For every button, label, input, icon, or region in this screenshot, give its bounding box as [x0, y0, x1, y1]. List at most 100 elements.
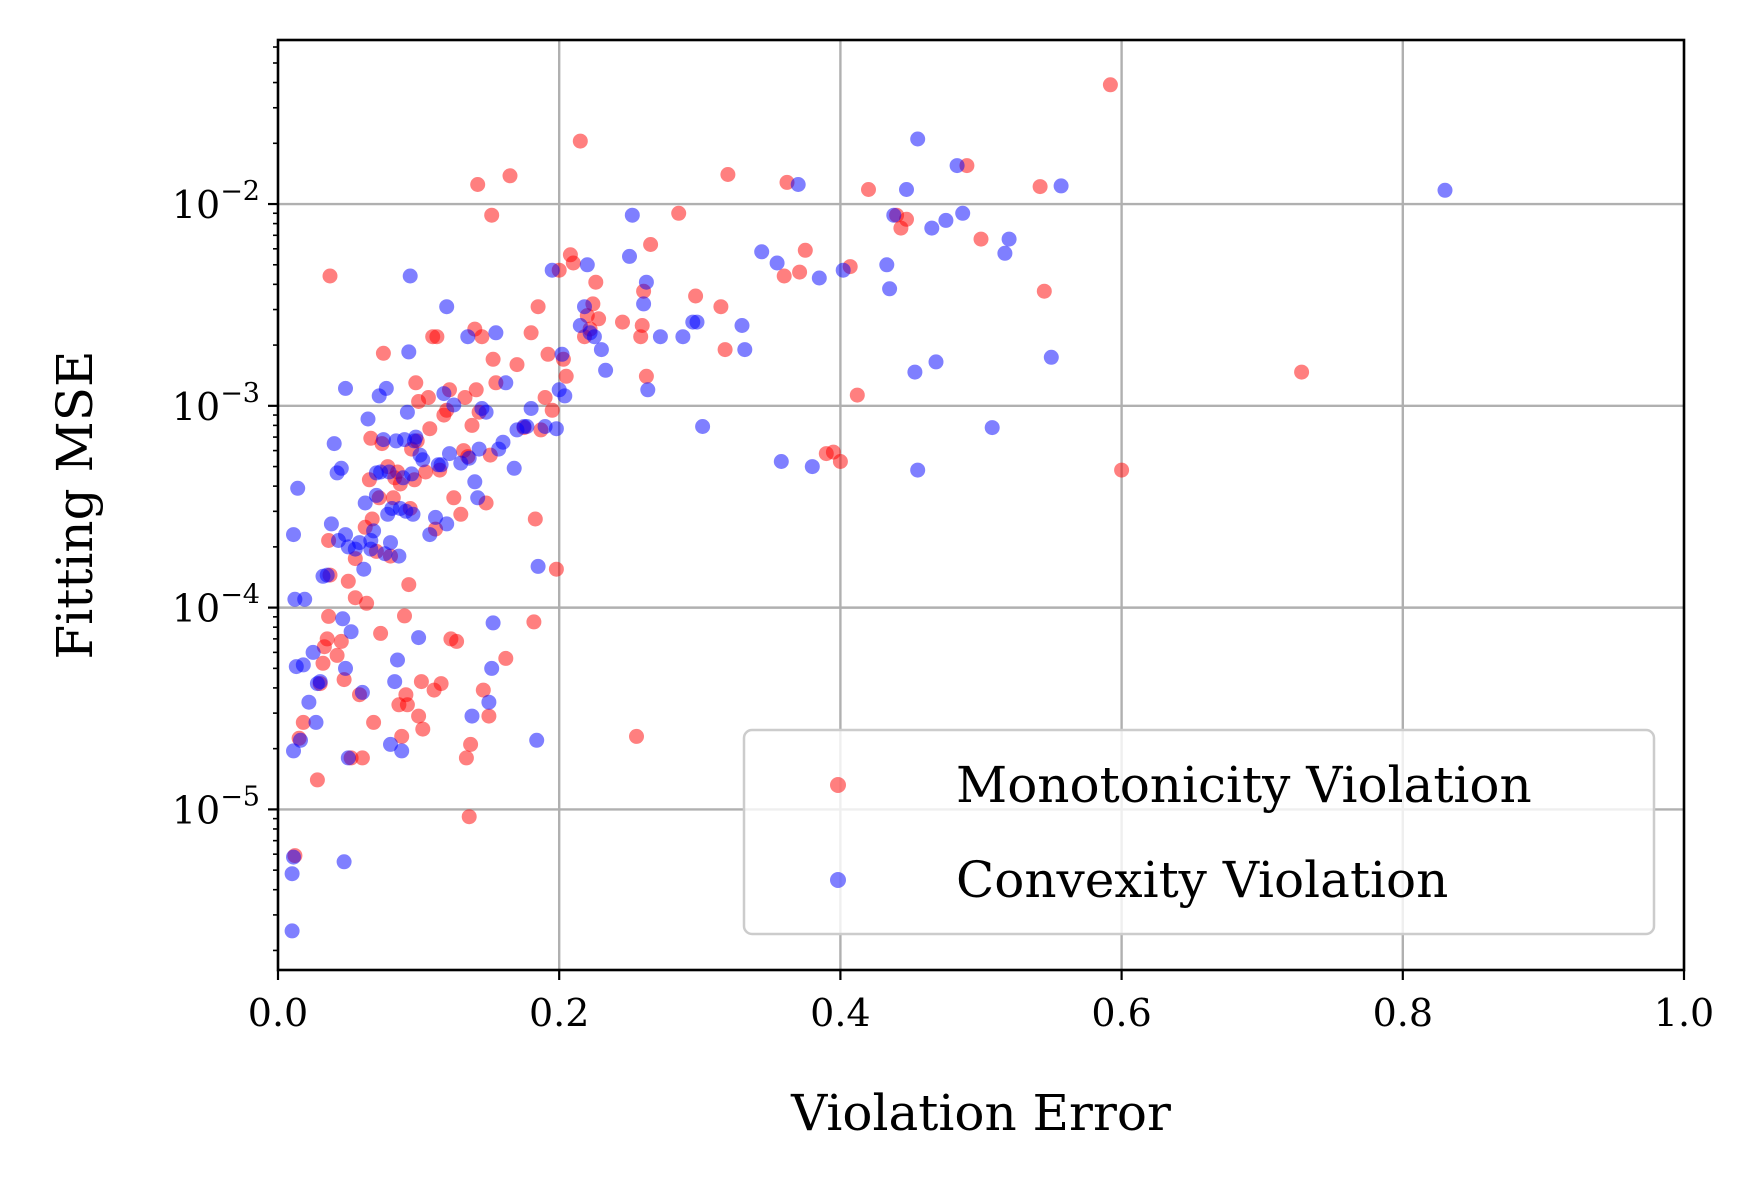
y-tick-base: 10: [172, 587, 220, 631]
data-point: [484, 207, 500, 223]
data-point: [598, 362, 614, 378]
grid-lines: [278, 40, 1684, 970]
data-point: [461, 809, 477, 825]
data-point: [470, 177, 486, 192]
data-point: [415, 452, 431, 468]
data-point: [383, 535, 398, 551]
data-point: [629, 728, 644, 744]
data-point: [498, 650, 514, 666]
data-point: [1114, 462, 1130, 478]
data-point: [652, 329, 668, 345]
data-point: [622, 248, 637, 264]
data-point: [634, 318, 650, 333]
data-point: [378, 380, 394, 396]
data-point: [530, 299, 546, 315]
data-point: [769, 255, 785, 271]
data-point: [315, 655, 331, 671]
data-point: [519, 419, 535, 434]
legend-marker-monotonicity: [830, 777, 846, 793]
data-point: [973, 231, 989, 247]
data-point: [713, 299, 729, 315]
data-point: [615, 314, 630, 330]
data-point: [352, 535, 367, 551]
data-point: [811, 270, 827, 286]
data-point: [446, 397, 462, 413]
data-points: [284, 77, 1453, 939]
data-point: [636, 296, 652, 312]
data-point: [457, 390, 473, 405]
data-point: [336, 672, 352, 688]
legend-marker-convexity: [830, 872, 846, 888]
data-point: [475, 682, 491, 698]
data-point: [326, 436, 342, 452]
data-point: [540, 346, 556, 362]
data-point: [446, 490, 462, 506]
data-point: [422, 421, 438, 437]
data-point: [544, 402, 560, 418]
data-point: [397, 608, 412, 624]
data-point: [548, 421, 564, 437]
data-point: [295, 657, 311, 673]
data-point: [530, 558, 546, 574]
data-point: [338, 380, 353, 396]
data-point: [394, 743, 410, 759]
data-point: [301, 694, 317, 710]
data-point: [790, 177, 806, 192]
data-point: [439, 516, 455, 532]
y-tick-exponent: −4: [220, 580, 260, 611]
data-point: [886, 207, 902, 223]
data-point: [481, 694, 497, 710]
data-point: [478, 404, 494, 420]
data-point: [1032, 179, 1048, 195]
data-point: [464, 708, 480, 724]
x-tick-label: 0.6: [1091, 991, 1151, 1035]
data-point: [882, 281, 898, 297]
data-point: [548, 561, 564, 577]
data-point: [383, 736, 398, 752]
data-point: [688, 288, 704, 304]
data-point: [408, 429, 424, 445]
data-point: [354, 750, 370, 766]
data-point: [453, 506, 469, 522]
data-point: [577, 299, 592, 315]
data-point: [591, 311, 607, 327]
data-point: [586, 329, 602, 345]
data-point: [295, 714, 311, 730]
data-point: [955, 205, 971, 221]
data-point: [360, 411, 376, 427]
y-tick-label: 10−3: [172, 378, 260, 429]
data-point: [415, 721, 431, 737]
data-point: [523, 325, 539, 341]
data-point: [899, 211, 914, 227]
data-point: [347, 590, 363, 606]
data-point: [498, 375, 514, 391]
data-point: [1036, 283, 1052, 299]
data-point: [832, 454, 848, 469]
data-point: [938, 212, 954, 228]
y-axis-label: Fitting MSE: [46, 351, 104, 660]
data-point: [366, 714, 382, 730]
data-point: [381, 464, 397, 480]
x-tick-label: 1.0: [1654, 991, 1714, 1035]
data-point: [523, 401, 539, 416]
data-point: [321, 608, 337, 624]
data-point: [689, 314, 705, 330]
data-point: [557, 388, 573, 404]
data-point: [433, 676, 449, 692]
data-point: [558, 368, 574, 384]
data-point: [737, 342, 753, 358]
data-point: [638, 274, 654, 290]
y-tick-exponent: −3: [220, 378, 260, 409]
data-point: [879, 257, 895, 273]
data-point: [537, 390, 553, 405]
data-point: [391, 548, 407, 564]
data-point: [357, 495, 373, 511]
data-point: [773, 454, 789, 469]
data-point: [924, 220, 940, 236]
data-point: [390, 652, 405, 668]
data-point: [399, 404, 415, 420]
data-point: [792, 264, 808, 280]
data-point: [526, 614, 542, 630]
data-point: [433, 457, 449, 473]
data-point: [849, 387, 865, 403]
